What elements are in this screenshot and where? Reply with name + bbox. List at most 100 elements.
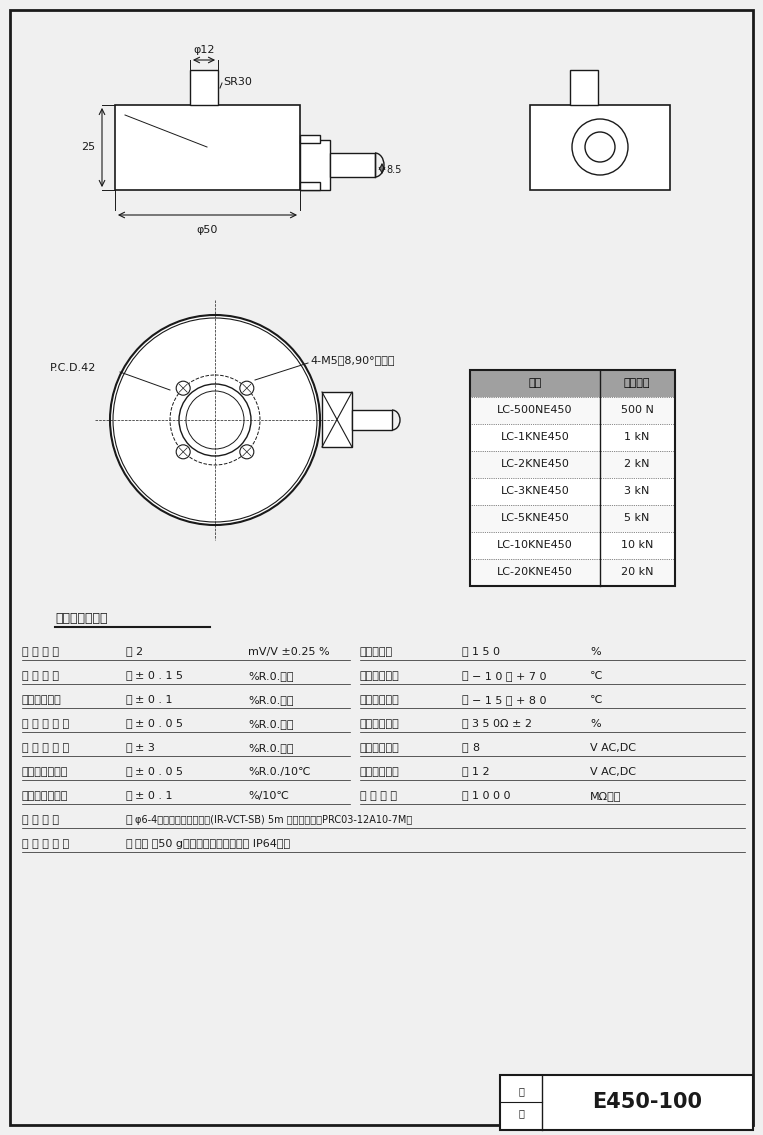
Text: ℃: ℃ — [590, 671, 603, 681]
Text: 10 kN: 10 kN — [621, 540, 653, 550]
Bar — [300, 135, 320, 143]
Text: ：: ： — [462, 718, 468, 729]
Text: %: % — [590, 718, 600, 729]
Bar — [530, 106, 670, 190]
Bar — [352, 410, 392, 430]
Text: ケ ー ブ ル: ケ ー ブ ル — [22, 815, 59, 825]
Text: ：: ： — [125, 839, 132, 849]
Text: 絶 縁 抗 抗: 絶 縁 抗 抗 — [360, 791, 397, 801]
Bar — [470, 370, 675, 397]
Text: ：: ： — [462, 647, 468, 657]
Bar — [470, 370, 675, 586]
Text: 1 0 0 0: 1 0 0 0 — [472, 791, 510, 801]
Text: そ 　 の 　 他: そ の 他 — [22, 839, 69, 849]
Text: 繰 り 返 し 性: 繰 り 返 し 性 — [22, 718, 69, 729]
Ellipse shape — [110, 316, 320, 526]
Text: 3 kN: 3 kN — [624, 486, 649, 496]
Text: 非 直 線 性: 非 直 線 性 — [22, 671, 59, 681]
Text: %R.0.以内: %R.0.以内 — [248, 671, 294, 681]
Text: ± 0 . 1 5: ± 0 . 1 5 — [135, 671, 183, 681]
Text: 1 kN: 1 kN — [624, 432, 649, 442]
Text: ：: ： — [462, 791, 468, 801]
Text: 零点の温度影響: 零点の温度影響 — [22, 767, 69, 777]
Bar — [470, 505, 675, 532]
Circle shape — [240, 381, 254, 395]
Text: %R.0.以内: %R.0.以内 — [248, 743, 294, 753]
Text: ± 3: ± 3 — [135, 743, 155, 753]
Bar — [470, 397, 675, 424]
Text: ：: ： — [125, 695, 132, 705]
Bar — [470, 451, 675, 478]
Text: E450-100: E450-100 — [592, 1092, 702, 1112]
Bar — [190, 70, 218, 106]
Text: P.C.D.42: P.C.D.42 — [50, 363, 96, 373]
Text: ：: ： — [125, 647, 132, 657]
Bar — [300, 140, 330, 190]
Text: ℃: ℃ — [590, 695, 603, 705]
Text: 定格容量: 定格容量 — [623, 378, 650, 388]
Text: 零 バ ラ ン ス: 零 バ ラ ン ス — [22, 743, 69, 753]
Text: 1 5 0: 1 5 0 — [472, 647, 500, 657]
Text: 仕　　　　　樹: 仕 樹 — [55, 612, 108, 625]
Text: φ50: φ50 — [196, 225, 217, 235]
Text: LC-5KNE450: LC-5KNE450 — [501, 513, 569, 523]
Text: ヒステリシス: ヒステリシス — [22, 695, 62, 705]
Bar — [330, 153, 375, 177]
Text: 2: 2 — [135, 647, 142, 657]
Text: 定 格 出 力: 定 格 出 力 — [22, 647, 59, 657]
Circle shape — [176, 381, 190, 395]
Circle shape — [240, 445, 254, 459]
Text: ± 0 . 0 5: ± 0 . 0 5 — [135, 767, 183, 777]
Text: 許容温度範囲: 許容温度範囲 — [360, 695, 400, 705]
Text: − 1 0 ～ + 7 0: − 1 0 ～ + 7 0 — [472, 671, 546, 681]
Text: 4-M5深8,90°　等配: 4-M5深8,90° 等配 — [310, 355, 394, 365]
Text: SR30: SR30 — [223, 77, 252, 87]
Text: 1 2: 1 2 — [472, 767, 490, 777]
Text: %/10℃: %/10℃ — [248, 791, 289, 801]
Text: LC-1KNE450: LC-1KNE450 — [501, 432, 569, 442]
Text: ：: ： — [125, 718, 132, 729]
Circle shape — [176, 445, 190, 459]
Text: mV/V ±0.25 %: mV/V ±0.25 % — [248, 647, 330, 657]
Bar — [322, 392, 352, 447]
Text: 8: 8 — [472, 743, 479, 753]
Text: 3 5 0Ω ± 2: 3 5 0Ω ± 2 — [472, 718, 532, 729]
Bar — [500, 1075, 753, 1130]
Text: %R.0.以内: %R.0.以内 — [248, 718, 294, 729]
Text: ：: ： — [125, 815, 132, 825]
Text: ：: ： — [125, 791, 132, 801]
Text: − 1 5 ～ + 8 0: − 1 5 ～ + 8 0 — [472, 695, 546, 705]
Text: 5 kN: 5 kN — [624, 513, 649, 523]
Text: V AC,DC: V AC,DC — [590, 767, 636, 777]
Text: 2 kN: 2 kN — [624, 459, 650, 469]
Text: %R.0.以内: %R.0.以内 — [248, 695, 294, 705]
Text: 質量 約50 g（ケーブルは含まず） IP64相当: 質量 約50 g（ケーブルは含まず） IP64相当 — [135, 839, 290, 849]
Bar — [470, 424, 675, 451]
Text: ：: ： — [125, 671, 132, 681]
Bar — [470, 560, 675, 586]
Text: ：: ： — [125, 743, 132, 753]
Text: 許容過負荷: 許容過負荷 — [360, 647, 393, 657]
Text: ：: ： — [462, 767, 468, 777]
Text: 温度補償範囲: 温度補償範囲 — [360, 671, 400, 681]
Text: φ12: φ12 — [193, 45, 214, 54]
Text: ：: ： — [125, 767, 132, 777]
Text: %R.0./10℃: %R.0./10℃ — [248, 767, 311, 777]
Text: 図: 図 — [518, 1086, 524, 1096]
Text: 入出力抗抗値: 入出力抗抗値 — [360, 718, 400, 729]
Text: LC-20KNE450: LC-20KNE450 — [497, 568, 573, 577]
Bar — [115, 106, 300, 190]
Text: 許容入力電圧: 許容入力電圧 — [360, 767, 400, 777]
Bar — [470, 478, 675, 505]
Text: LC-3KNE450: LC-3KNE450 — [501, 486, 569, 496]
Text: %: % — [590, 647, 600, 657]
Text: 出力の温度影響: 出力の温度影響 — [22, 791, 69, 801]
Text: 25: 25 — [81, 142, 95, 152]
Text: φ6-4芯シールドケーブル(IR-VCT-SB) 5m 先端プラグ（PRC03-12A10-7M）: φ6-4芯シールドケーブル(IR-VCT-SB) 5m 先端プラグ（PRC03-… — [135, 815, 412, 825]
Bar — [300, 182, 320, 190]
Text: 番: 番 — [518, 1109, 524, 1118]
Text: ± 0 . 1: ± 0 . 1 — [135, 695, 172, 705]
Text: LC-2KNE450: LC-2KNE450 — [501, 459, 569, 469]
Text: ：: ： — [462, 695, 468, 705]
Text: ± 0 . 0 5: ± 0 . 0 5 — [135, 718, 183, 729]
